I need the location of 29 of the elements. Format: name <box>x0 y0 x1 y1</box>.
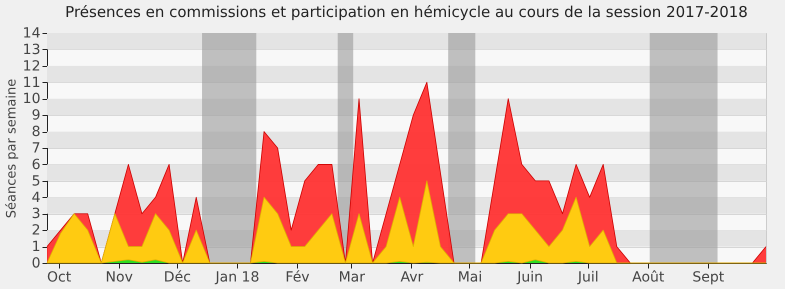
y-tick-label: 8 <box>32 124 40 140</box>
x-tick-label: Fév <box>285 270 310 286</box>
x-tick-label: Sept <box>692 270 725 286</box>
y-tick-label: 13 <box>22 42 40 58</box>
y-tick-label: 4 <box>32 190 41 206</box>
y-tick-label: 0 <box>32 256 40 272</box>
x-tick-label: Mar <box>338 270 366 286</box>
y-tick-label: 7 <box>32 140 40 156</box>
y-tick-label: 12 <box>22 58 40 74</box>
y-tick-label: 14 <box>22 26 41 42</box>
y-tick-label: 9 <box>32 108 40 124</box>
x-tick-label: Jan 18 <box>214 270 260 286</box>
y-tick-label: 6 <box>32 156 41 173</box>
y-tick-label: 3 <box>32 206 40 222</box>
x-tick-label: Oct <box>47 270 72 286</box>
y-axis-title: Séances par semaine <box>4 78 20 218</box>
y-tick-label: 2 <box>32 222 40 239</box>
y-tick-label: 11 <box>22 74 40 91</box>
y-tick-label: 1 <box>32 239 40 256</box>
x-tick-label: Avr <box>400 270 424 286</box>
x-tick-label: Août <box>632 270 665 286</box>
x-tick-label: Juin <box>516 270 543 286</box>
x-tick-label: Mai <box>458 270 482 286</box>
y-tick-label: 10 <box>22 91 40 108</box>
x-tick-label: Juil <box>576 270 599 286</box>
x-tick-label: Déc <box>164 270 191 286</box>
chart-title: Présences en commissions et participation en hémicycle au cours de la session 2017-2018 <box>65 3 748 21</box>
y-tick-label: 5 <box>32 173 40 190</box>
x-tick-label: Nov <box>106 270 133 286</box>
